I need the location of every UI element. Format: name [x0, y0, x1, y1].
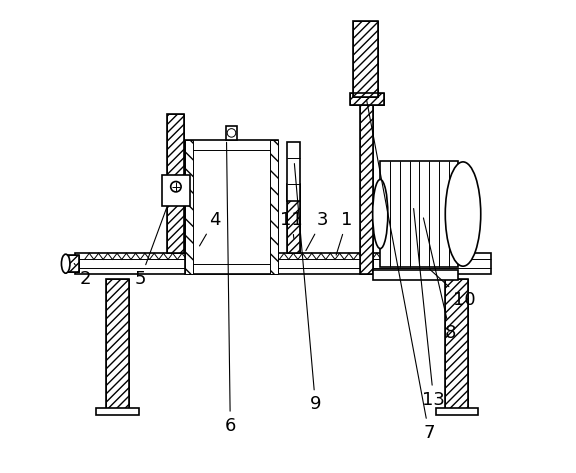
Bar [106, 279, 128, 409]
Bar [353, 21, 378, 97]
Circle shape [227, 129, 236, 137]
Bar [287, 184, 300, 253]
Ellipse shape [445, 162, 481, 266]
Bar [435, 408, 478, 415]
Ellipse shape [373, 179, 388, 249]
Text: 3: 3 [306, 211, 328, 251]
Ellipse shape [62, 254, 70, 273]
Bar [360, 97, 373, 274]
Text: 10: 10 [430, 269, 475, 309]
Bar [350, 93, 384, 105]
Bar [162, 175, 190, 206]
Bar [185, 140, 278, 274]
Text: 5: 5 [135, 209, 166, 288]
Bar [360, 97, 373, 274]
Bar [353, 21, 378, 97]
Bar [287, 142, 300, 201]
Bar [75, 253, 491, 274]
Bar [168, 114, 184, 253]
Bar [380, 161, 458, 267]
Bar [226, 126, 237, 140]
Bar [445, 279, 468, 409]
Bar [96, 408, 139, 415]
Bar [287, 184, 300, 253]
Text: 13: 13 [414, 209, 445, 409]
Text: 2: 2 [74, 263, 92, 288]
Text: 9: 9 [294, 164, 321, 413]
Bar [66, 255, 79, 272]
Bar [66, 255, 79, 272]
Text: 8: 8 [423, 218, 456, 342]
Text: 6: 6 [225, 142, 236, 435]
Text: 7: 7 [366, 100, 435, 442]
Bar [270, 140, 278, 274]
Text: 1: 1 [336, 211, 353, 255]
Circle shape [170, 182, 181, 192]
Text: 4: 4 [199, 211, 221, 246]
Bar [185, 140, 193, 274]
Text: 11: 11 [281, 211, 303, 238]
Bar [445, 279, 468, 409]
Bar [350, 93, 384, 105]
Bar [168, 114, 184, 253]
Bar [373, 270, 458, 280]
Bar [106, 279, 128, 409]
